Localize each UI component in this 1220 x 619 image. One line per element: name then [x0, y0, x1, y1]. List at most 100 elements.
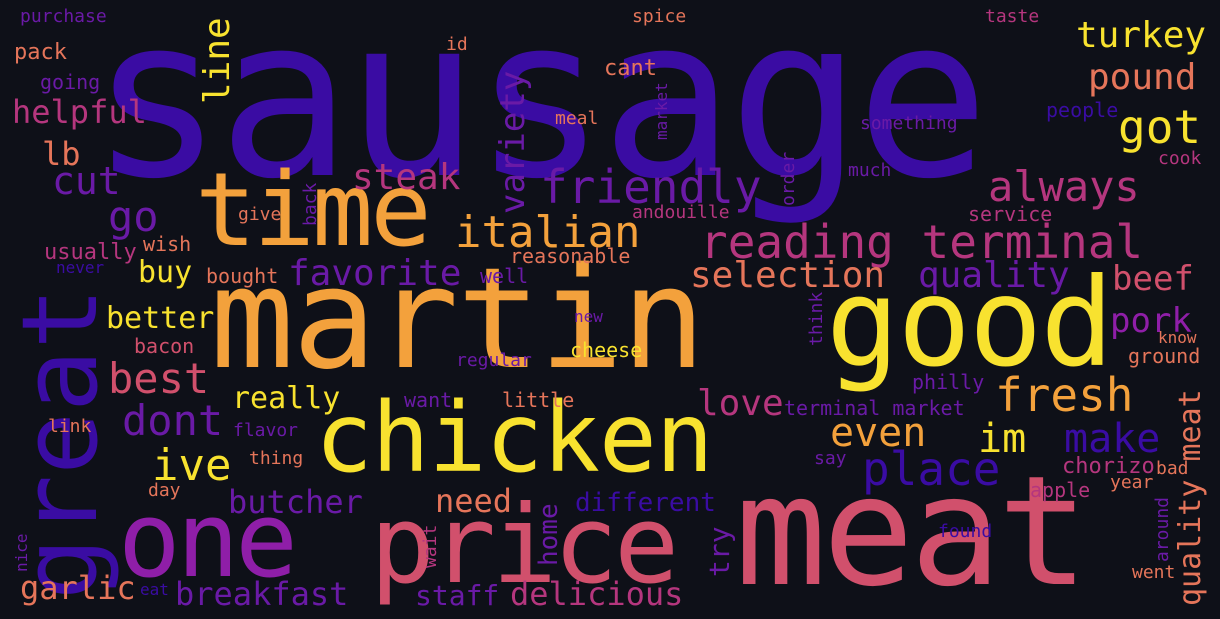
word-fresh: fresh	[995, 368, 1134, 422]
word-cheese: cheese	[570, 338, 643, 362]
word-terminal-market: terminal market	[784, 396, 965, 420]
word-meat: meat	[735, 443, 1089, 619]
word-turkey: turkey	[1076, 15, 1207, 56]
word-say: say	[814, 448, 847, 469]
word-wait: wait	[420, 524, 441, 568]
word-bacon: bacon	[134, 334, 195, 358]
word-bought: bought	[206, 264, 279, 288]
word-cook: cook	[1158, 148, 1202, 169]
word-breakfast: breakfast	[175, 575, 349, 613]
word-regular: regular	[456, 350, 532, 371]
word-something: something	[860, 113, 958, 134]
word-much: much	[848, 160, 892, 181]
word-day: day	[148, 480, 181, 501]
word-chicken: chicken	[315, 382, 714, 494]
word-make: make	[1064, 416, 1161, 462]
word-cut: cut	[52, 159, 121, 203]
word-beef: beef	[1112, 259, 1194, 299]
word-best: best	[108, 354, 210, 403]
word-go: go	[108, 192, 159, 241]
word-well: well	[480, 264, 529, 288]
word-staff: staff	[415, 579, 500, 612]
word-quality: quality	[918, 255, 1070, 296]
word-try: try	[703, 526, 736, 577]
word-reading-terminal: reading terminal	[700, 215, 1144, 269]
word-think: think	[806, 291, 827, 346]
word-line: line	[197, 17, 238, 104]
word-pack: pack	[14, 40, 67, 65]
word-lb: lb	[42, 135, 81, 173]
word-place: place	[862, 442, 1001, 496]
word-different: different	[575, 488, 716, 518]
word-pound: pound	[1088, 57, 1197, 98]
word-link: link	[48, 416, 92, 437]
word-thing: thing	[249, 448, 304, 469]
word-price: price	[370, 483, 679, 608]
word-got: got	[1118, 100, 1202, 154]
word-home: home	[534, 503, 564, 566]
word-selection: selection	[690, 255, 886, 296]
word-nice: nice	[12, 533, 31, 572]
word-always: always	[988, 162, 1140, 211]
word-really: really	[232, 381, 341, 416]
word-reasonable: reasonable	[510, 244, 631, 268]
word-eat: eat	[140, 580, 169, 599]
word-andouille: andouille	[632, 202, 730, 223]
word-flavor: flavor	[233, 420, 299, 441]
word-philly: philly	[912, 370, 985, 394]
word-time: time	[195, 151, 432, 270]
word-delicious: delicious	[510, 575, 684, 613]
word-im: im	[978, 416, 1027, 462]
word-favorite: favorite	[288, 253, 462, 294]
word-new: new	[574, 307, 603, 326]
word-wish: wish	[143, 232, 192, 256]
word-butcher: butcher	[228, 483, 363, 521]
word-chorizo: chorizo	[1062, 454, 1155, 479]
word-apple: apple	[1030, 478, 1091, 502]
word-sausage: sausage	[90, 0, 990, 228]
word-buy: buy	[138, 255, 193, 290]
word-garlic: garlic	[20, 569, 136, 607]
word-ground: ground	[1128, 344, 1201, 368]
word-back: back	[300, 182, 321, 226]
word-friendly: friendly	[540, 160, 762, 214]
word-dont: dont	[122, 396, 224, 445]
word-good: good	[826, 252, 1114, 394]
word-found: found	[938, 521, 993, 542]
word-love: love	[697, 383, 784, 424]
word-ive: ive	[152, 440, 232, 491]
word-better: better	[106, 301, 215, 336]
word-meal: meal	[555, 108, 599, 129]
word-one: one	[118, 479, 298, 601]
word-bad: bad	[1156, 458, 1189, 479]
word-even: even	[830, 410, 927, 456]
word-taste: taste	[985, 6, 1040, 27]
word-pork: pork	[1110, 301, 1192, 341]
word-variety: variety	[493, 70, 533, 214]
word-year: year	[1110, 472, 1154, 493]
word-usually: usually	[44, 240, 137, 265]
word-martin: martin	[210, 238, 706, 401]
word-purchase: purchase	[20, 6, 107, 27]
word-italian: italian	[455, 207, 641, 258]
word-cant: cant	[604, 56, 657, 81]
word-little: little	[502, 388, 575, 412]
word-never: never	[56, 258, 105, 277]
word-going: going	[40, 70, 101, 94]
word-helpful: helpful	[12, 93, 147, 131]
word-steak: steak	[352, 157, 461, 198]
word-spice: spice	[632, 6, 687, 27]
word-around: around	[1152, 496, 1173, 562]
word-want: want	[404, 388, 453, 412]
word-service: service	[968, 202, 1053, 226]
word-went: went	[1132, 562, 1176, 583]
word-id: id	[446, 34, 468, 55]
word-need: need	[435, 482, 513, 520]
word-quality-meat: quality meat	[1173, 389, 1208, 606]
word-people: people	[1046, 98, 1119, 122]
word-order: order	[778, 151, 799, 206]
word-market: market	[652, 82, 671, 140]
word-know: know	[1158, 328, 1197, 347]
word-give: give	[238, 204, 282, 225]
